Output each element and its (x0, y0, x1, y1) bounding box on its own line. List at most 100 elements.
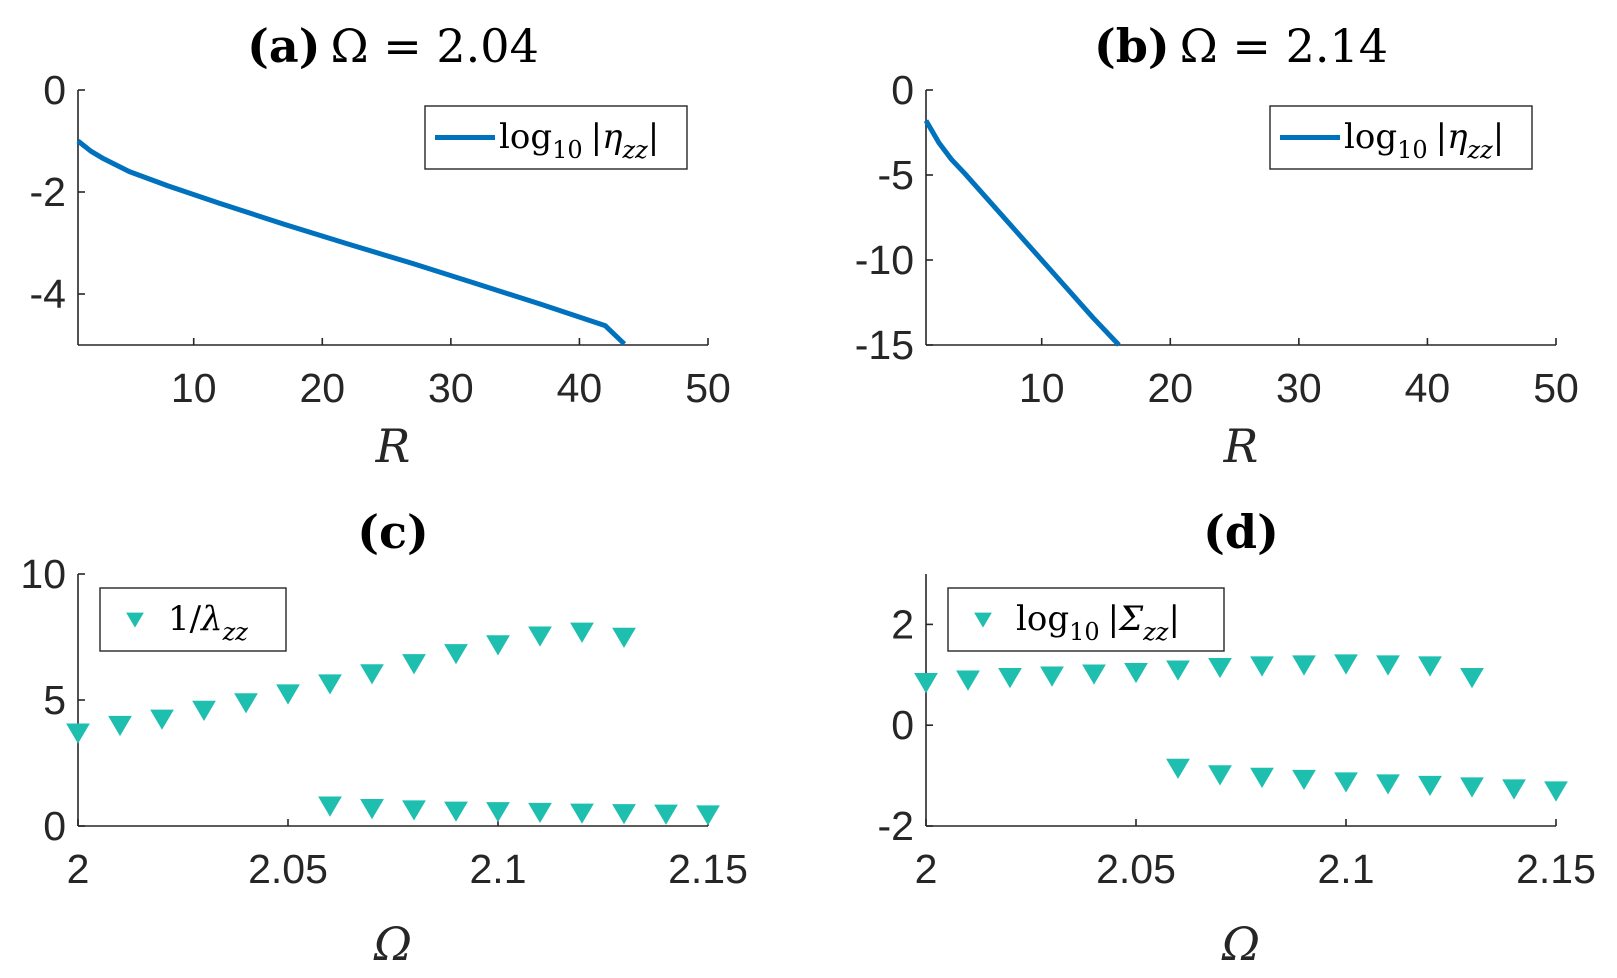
panel-d-marker (1334, 772, 1358, 793)
panel-d-marker (1460, 668, 1484, 689)
panel-c-marker (234, 693, 258, 714)
panel-b-xtick-label: 20 (1147, 365, 1193, 411)
panel-d-legend: log10 |Σzz| (947, 587, 1225, 652)
panel-c: (c) 2 2.05 2.1 2.15 10 5 0 Ω 1/λzz (20, 505, 748, 971)
panel-c-ytick-label: 5 (43, 677, 66, 723)
panel-d-marker (1208, 657, 1232, 679)
panel-c-marker (444, 801, 468, 822)
panel-c-marker (402, 800, 426, 821)
panel-a-xlabel: R (375, 419, 411, 473)
panel-c-xtick-label: 2 (67, 846, 90, 892)
panel-c-marker (570, 622, 594, 643)
panel-d-marker (1166, 660, 1190, 681)
panel-d-marker (1292, 769, 1316, 791)
panel-c-xtick-label: 2.1 (470, 846, 527, 892)
panel-d-xtick-label: 2.1 (1318, 846, 1375, 892)
panel-c-marker (444, 644, 468, 665)
panel-c-marker (276, 684, 300, 705)
panel-b-ytick-label: -15 (855, 322, 914, 368)
panel-d-marker (914, 673, 938, 694)
panel-c-xlabel: Ω (373, 917, 412, 971)
panel-d-xlabel: Ω (1221, 917, 1260, 971)
panel-c-marker (696, 805, 720, 826)
panel-a-title-value: Ω = 2.04 (330, 19, 538, 73)
panel-d-ytick-label: 2 (891, 601, 914, 647)
panel-c-ytick-label: 0 (43, 803, 66, 849)
panel-c-marker (486, 802, 510, 823)
panel-b-ytick-label: -5 (878, 152, 914, 198)
panel-c-marker (486, 635, 510, 656)
panel-d-marker (1124, 662, 1148, 684)
panel-d-marker (1166, 758, 1190, 779)
panel-d-legend-label: log10 |Σzz| (1016, 599, 1180, 646)
panel-b-xtick-label: 50 (1533, 365, 1579, 411)
panel-d-marker (1376, 655, 1400, 676)
panel-c-marker (318, 796, 342, 817)
panel-a-xtick-label: 40 (557, 365, 603, 411)
panel-b-xtick-label: 40 (1405, 365, 1451, 411)
panel-a-xtick-label: 30 (428, 365, 474, 411)
panel-d-legend-swatch (974, 612, 992, 628)
panel-d-marker (1208, 765, 1232, 786)
panel-a-xtick-label: 10 (171, 365, 217, 411)
panel-d-marker (1250, 656, 1274, 677)
panel-b-xtick-label: 30 (1276, 365, 1322, 411)
panel-b-ytick-label: 0 (891, 67, 914, 113)
panel-a-ytick-label: -2 (30, 169, 66, 215)
panel-d-marker (1376, 774, 1400, 795)
panel-b-series-line (923, 119, 1121, 347)
panel-a-title-label: (a) (247, 19, 320, 73)
panel-a-xtick-label: 20 (299, 365, 345, 411)
panel-d-ytick-label: -2 (878, 803, 914, 849)
panel-a-legend: log10 |ηzz| (424, 105, 688, 170)
panel-d-marker (1418, 656, 1442, 677)
panel-b-legend-label: log10 |ηzz| (1344, 117, 1504, 164)
panel-d-xtick-label: 2.15 (1516, 846, 1596, 892)
panel-c-title-label: (c) (357, 505, 429, 559)
panel-a-legend-box (424, 105, 688, 170)
panel-c-ytick-label: 10 (20, 551, 66, 597)
panel-d-marker (1544, 781, 1568, 802)
panel-c-xtick-label: 2.15 (668, 846, 748, 892)
panel-a-series-line (76, 139, 627, 346)
panel-c-xtick-label: 2.05 (248, 846, 328, 892)
panel-c-marker (108, 715, 132, 737)
panel-b-xtick-label: 10 (1019, 365, 1065, 411)
panel-c-marker (570, 803, 594, 824)
panel-c-legend: 1/λzz (99, 587, 287, 652)
panel-d-legend-box (947, 587, 1225, 652)
panel-d-marker (1460, 777, 1484, 798)
panel-c-marker (66, 723, 90, 744)
panel-a-xtick-label: 50 (685, 365, 731, 411)
panel-d-ytick-label: 0 (891, 702, 914, 748)
panel-c-title: (c) (357, 505, 429, 559)
panel-d-title: (d) (1203, 505, 1279, 559)
panel-d-marker (956, 670, 980, 691)
panel-d-marker (1418, 775, 1442, 797)
panel-d-xtick-label: 2 (915, 846, 938, 892)
panel-a-ytick-label: -4 (30, 271, 66, 317)
panel-d-title-label: (d) (1203, 505, 1279, 559)
panel-d-marker (1502, 779, 1526, 800)
panel-c-marker (360, 664, 384, 685)
panel-c-marker (150, 709, 174, 730)
panel-c-marker (528, 626, 552, 647)
panel-d-marker (998, 668, 1022, 689)
panel-c-marker (360, 799, 384, 820)
panel-b-legend: log10 |ηzz| (1269, 105, 1533, 170)
panel-c-marker (612, 804, 636, 825)
panel-c-legend-label: 1/λzz (168, 599, 248, 646)
panel-d-marker (1292, 655, 1316, 676)
panel-d-marker (1040, 666, 1064, 687)
panel-d-xtick-label: 2.05 (1096, 846, 1176, 892)
panel-b-title: (b) Ω = 2.14 (1094, 19, 1388, 73)
panel-c-marker (528, 802, 552, 824)
panel-c-marker (402, 654, 426, 675)
panel-c-marker (192, 700, 216, 721)
panel-b-ytick-label: -10 (855, 237, 914, 283)
panel-d-marker (1250, 767, 1274, 788)
panel-a-legend-label: log10 |ηzz| (499, 117, 659, 164)
